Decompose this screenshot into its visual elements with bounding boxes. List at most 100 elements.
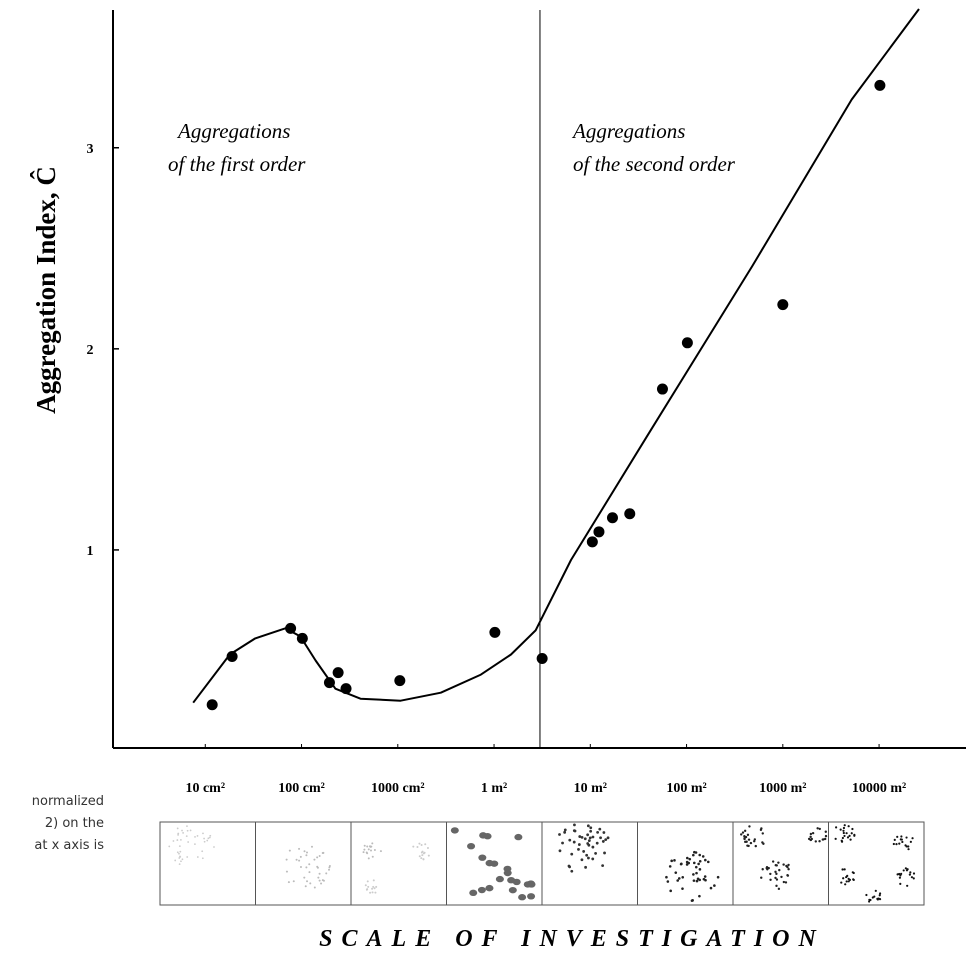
scale-image-dot xyxy=(371,887,374,890)
scale-image-dot xyxy=(375,885,378,888)
scale-image-dot xyxy=(412,845,415,848)
scale-image-dot xyxy=(716,875,720,879)
scale-image-dot xyxy=(900,835,903,838)
y-tick-label: 2 xyxy=(87,343,94,358)
scale-image-dot xyxy=(895,843,898,846)
scale-image-dot xyxy=(363,848,366,851)
scale-image-dot xyxy=(847,880,850,883)
data-point xyxy=(624,508,636,520)
scale-image-dot xyxy=(685,856,689,860)
scale-image-dot xyxy=(674,871,678,874)
scale-image-dot xyxy=(769,872,772,876)
annotation: of the second order xyxy=(573,152,736,176)
scale-image-dot xyxy=(578,835,582,838)
scale-image-dot xyxy=(697,862,700,866)
scale-image-dot xyxy=(809,835,812,839)
scale-image-dot xyxy=(760,876,763,879)
scale-image-dot xyxy=(780,875,783,879)
scale-image-dot xyxy=(842,829,845,832)
scale-image-dot xyxy=(507,876,516,884)
scale-image-dot xyxy=(186,856,189,858)
scale-image-dot xyxy=(421,854,424,857)
scale-image-dot xyxy=(363,844,366,847)
scale-image-dot xyxy=(840,881,843,884)
scale-image-dot xyxy=(775,864,778,867)
scale-image-dot xyxy=(841,868,844,871)
scale-image-dot xyxy=(694,865,698,869)
data-point xyxy=(206,699,218,711)
scale-image-dot xyxy=(573,823,576,827)
scale-image-dot xyxy=(587,839,591,842)
scale-image-dot xyxy=(304,885,307,888)
scale-image-dot xyxy=(422,852,425,855)
scale-image-frame xyxy=(159,821,256,906)
scale-image-dot xyxy=(692,873,695,876)
scale-image-dot xyxy=(851,827,854,831)
scale-image-dot xyxy=(316,866,319,869)
scale-image-dot xyxy=(303,850,306,853)
scale-image-dot xyxy=(420,851,423,854)
scale-image-dot xyxy=(181,858,184,861)
scale-image-dot xyxy=(606,836,610,840)
x-tick-label: 100 cm² xyxy=(278,781,325,796)
scale-image-dot xyxy=(692,861,696,865)
scale-image-dot xyxy=(782,880,786,884)
scale-image-dot xyxy=(762,842,765,845)
scale-image-dot xyxy=(898,872,901,876)
scale-image-dot xyxy=(328,868,331,871)
scale-image-dot xyxy=(418,842,421,845)
scale-image-dot xyxy=(292,880,295,883)
scale-image-dot xyxy=(176,851,179,854)
scale-image-dot xyxy=(418,855,421,858)
scale-image-dot xyxy=(172,840,175,842)
scale-image-dot xyxy=(308,863,311,866)
scale-image-dot xyxy=(777,887,781,891)
scale-image-dot xyxy=(426,847,429,850)
scale-image-dot xyxy=(843,834,846,838)
x-axis-label: SCALE OF INVESTIGATION xyxy=(319,926,825,952)
scale-image-dot xyxy=(818,839,821,843)
scale-image-dot xyxy=(299,866,302,869)
scale-image-dot xyxy=(743,836,746,840)
scale-image-dot xyxy=(572,840,576,844)
scale-image-dot xyxy=(900,872,903,875)
scale-image-frame xyxy=(828,821,925,906)
scale-image-dot xyxy=(834,837,837,840)
scale-image-dot xyxy=(911,837,914,840)
scale-image-dot xyxy=(774,876,777,880)
scale-image-dot xyxy=(840,839,843,842)
scale-image-dot xyxy=(177,832,180,835)
scale-image-dot xyxy=(601,864,605,868)
scale-image-dot xyxy=(898,876,902,879)
scale-image-dot xyxy=(824,834,828,838)
scale-image-dot xyxy=(366,888,369,891)
scale-image-dot xyxy=(851,871,854,874)
scale-image-dot xyxy=(201,857,204,860)
scale-image-dot xyxy=(865,893,868,897)
scale-image-dot xyxy=(583,837,587,841)
scale-image-dot xyxy=(580,858,584,862)
scale-image-dot xyxy=(811,831,815,835)
scale-image-dot xyxy=(194,843,196,846)
scale-image-dot xyxy=(767,866,770,870)
scale-image-dot xyxy=(186,829,189,832)
scale-image-dot xyxy=(318,872,321,875)
scale-image-dot xyxy=(893,838,896,841)
y-axis-label: Aggregation Index, Ĉ xyxy=(30,166,61,414)
scale-image-dot xyxy=(902,869,905,872)
scale-image-dot xyxy=(670,859,673,863)
scale-image-dot xyxy=(561,841,564,845)
scale-image-dot xyxy=(904,867,907,870)
scale-image-dot xyxy=(477,886,486,894)
scale-image-dot xyxy=(518,894,527,901)
scale-image-dot xyxy=(846,836,850,839)
scale-image-dot xyxy=(787,863,790,867)
scale-image-dot xyxy=(786,874,790,877)
scale-image-dot xyxy=(568,865,572,869)
scale-image-dot xyxy=(853,833,856,836)
scale-image-dot xyxy=(178,852,180,855)
scale-image-dot xyxy=(603,851,606,855)
scale-image-dot xyxy=(769,878,772,881)
scale-image-dot xyxy=(912,872,916,875)
scale-image-dot xyxy=(189,829,192,832)
